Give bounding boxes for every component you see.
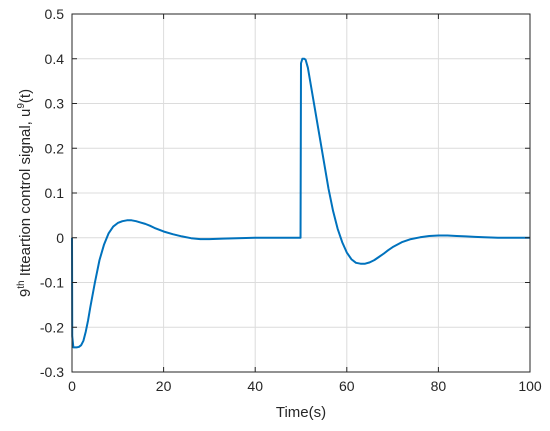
y-tick-label: -0.2 — [40, 319, 64, 335]
x-axis-label: Time(s) — [276, 404, 326, 421]
x-tick-label: 0 — [68, 378, 76, 394]
y-tick-label: 0.1 — [45, 185, 65, 201]
y-tick-label: 0.5 — [45, 6, 65, 22]
y-tick-label: 0.3 — [45, 96, 65, 112]
x-tick-label: 100 — [518, 378, 542, 394]
x-tick-labels: 0 20 40 60 80 100 — [68, 378, 542, 394]
y-tick-label: 0.4 — [45, 51, 65, 67]
series-line — [71, 57, 530, 349]
x-tick-label: 20 — [156, 378, 172, 394]
y-tick-label: 0.2 — [45, 140, 65, 156]
tick-marks — [71, 13, 531, 373]
x-tick-label: 40 — [247, 378, 263, 394]
y-label-suffix: (t) — [17, 89, 34, 103]
series-layer — [71, 57, 530, 349]
y-label-prefix: 9 — [17, 289, 34, 297]
y-tick-label: -0.3 — [40, 364, 64, 380]
y-label-main: Itteartion control signal, u — [17, 109, 34, 281]
y-tick-label: -0.1 — [40, 275, 64, 291]
y-tick-labels: -0.3 -0.2 -0.1 0 0.1 0.2 0.3 0.4 0.5 — [40, 6, 64, 380]
y-label-prefix-sup: th — [16, 280, 27, 288]
y-axis-label: 9th Itteartion control signal, u9(t) — [16, 89, 34, 297]
x-tick-label: 60 — [339, 378, 355, 394]
y-label-main-sup: 9 — [16, 103, 27, 109]
x-tick-label: 80 — [431, 378, 447, 394]
y-tick-label: 0 — [56, 230, 64, 246]
